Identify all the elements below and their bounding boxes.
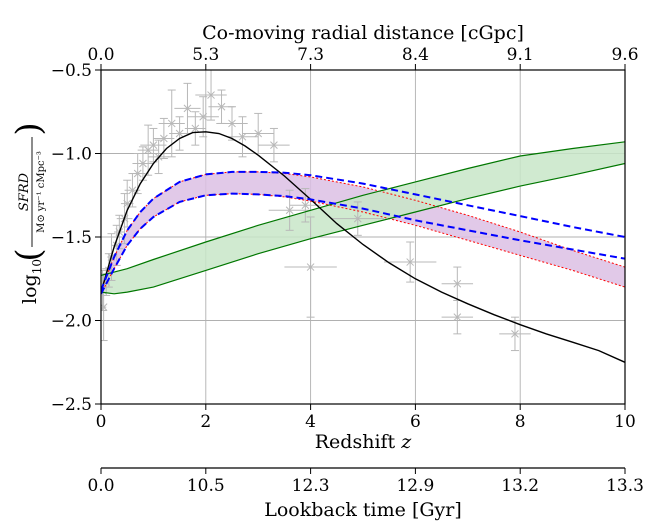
band-lower-edge-4 bbox=[101, 162, 625, 295]
obs-marker bbox=[217, 102, 226, 111]
top-tick-label: 7.3 bbox=[297, 45, 324, 65]
obs-marker bbox=[453, 313, 462, 322]
lookback-tick-label: 12.3 bbox=[292, 476, 330, 496]
obs-marker bbox=[149, 141, 158, 150]
y-tick-label: −1.0 bbox=[51, 145, 92, 165]
x-axis-title-var: z bbox=[400, 431, 412, 453]
obs-marker bbox=[301, 201, 310, 210]
y-axis-title-log: log10 bbox=[19, 259, 44, 304]
grid-lines bbox=[101, 70, 625, 404]
x-tick-label: 8 bbox=[515, 412, 526, 432]
lookback-tick-label: 12.9 bbox=[396, 476, 434, 496]
series-line-3 bbox=[101, 192, 625, 295]
top-tick-label: 8.4 bbox=[402, 45, 429, 65]
top-tick-label: 9.1 bbox=[507, 45, 534, 65]
model-lines bbox=[101, 131, 625, 363]
obs-point-21 bbox=[195, 70, 227, 121]
obs-marker bbox=[123, 199, 132, 208]
obs-point-25 bbox=[242, 112, 274, 154]
obs-point-18 bbox=[174, 82, 201, 134]
obs-marker bbox=[183, 104, 192, 113]
obs-point-23 bbox=[216, 106, 248, 141]
top-axis: 0.0 5.3 7.3 8.4 9.1 9.6 bbox=[87, 45, 639, 70]
series-line-0 bbox=[101, 131, 625, 363]
obs-marker bbox=[453, 279, 462, 288]
obs-point-11 bbox=[132, 146, 154, 181]
y-tick-label: −2.5 bbox=[51, 395, 92, 415]
obs-marker bbox=[199, 112, 208, 121]
obs-point-13 bbox=[140, 127, 167, 163]
obs-point-16 bbox=[158, 89, 185, 158]
obs-point-30 bbox=[331, 201, 384, 236]
lookback-axis: 0.0 10.5 12.3 12.9 13.2 13.3 bbox=[87, 468, 644, 496]
obs-point-26 bbox=[258, 127, 290, 163]
x-axis: 0 2 4 6 8 10 bbox=[96, 404, 636, 432]
y-tick-label: −0.5 bbox=[51, 61, 92, 81]
obs-point-20 bbox=[187, 96, 219, 138]
y-axis: −2.5 −2.0 −1.5 −1.0 −0.5 bbox=[51, 61, 101, 415]
x-tick-label: 10 bbox=[614, 412, 636, 432]
obs-marker bbox=[511, 330, 519, 338]
y-axis-title: log10 ( SFRD M⊙ yr⁻¹ cMpc⁻³ ) bbox=[9, 122, 49, 304]
y-tick-label: −1.5 bbox=[51, 228, 92, 248]
x-tick-label: 2 bbox=[200, 412, 211, 432]
obs-point-32 bbox=[441, 266, 474, 301]
top-tick-label: 5.3 bbox=[192, 45, 219, 65]
obs-marker bbox=[238, 132, 247, 141]
obs-marker bbox=[128, 186, 137, 195]
obs-marker bbox=[353, 214, 362, 223]
obs-marker bbox=[133, 169, 142, 178]
obs-marker bbox=[406, 258, 415, 266]
obs-marker bbox=[139, 159, 147, 168]
x-tick-label: 4 bbox=[305, 412, 316, 432]
top-axis-title: Co-moving radial distance [cGpc] bbox=[202, 22, 524, 44]
lookback-tick-label: 13.3 bbox=[606, 476, 644, 496]
obs-marker bbox=[270, 141, 278, 150]
x-axis-title-main: Redshift bbox=[315, 431, 401, 453]
band-upper-edge-4 bbox=[101, 141, 625, 276]
y-axis-title-lparen: ( bbox=[9, 248, 49, 261]
obs-marker bbox=[254, 129, 263, 138]
band-fill-4 bbox=[101, 141, 625, 294]
obs-point-24 bbox=[226, 116, 259, 158]
obs-point-34 bbox=[499, 316, 531, 352]
obs-marker bbox=[160, 134, 168, 143]
obs-marker bbox=[207, 91, 215, 99]
obs-marker bbox=[191, 124, 200, 133]
x-tick-label: 6 bbox=[410, 412, 421, 432]
obs-point-33 bbox=[441, 299, 474, 335]
series-line-2 bbox=[101, 170, 625, 291]
obs-point-29 bbox=[284, 216, 337, 318]
y-axis-title-rparen: ) bbox=[9, 122, 49, 135]
x-axis-title: Redshift z bbox=[315, 431, 412, 453]
lookback-tick-label: 10.5 bbox=[187, 476, 225, 496]
x-tick-label: 0 bbox=[96, 412, 107, 432]
y-tick-label: −2.0 bbox=[51, 312, 92, 332]
top-tick-label: 0.0 bbox=[87, 45, 114, 65]
obs-marker bbox=[228, 119, 236, 128]
y-axis-title-numerator: SFRD bbox=[17, 172, 32, 211]
obs-marker bbox=[175, 129, 184, 138]
obs-marker bbox=[306, 263, 315, 271]
obs-point-12 bbox=[137, 124, 159, 176]
lookback-tick-label: 13.2 bbox=[501, 476, 539, 496]
obs-marker bbox=[285, 206, 294, 215]
lookback-axis-title: Lookback time [Gyr] bbox=[264, 499, 462, 521]
y-axis-title-denominator: M⊙ yr⁻¹ cMpc⁻³ bbox=[36, 151, 47, 233]
obs-marker bbox=[167, 119, 176, 128]
model-bands bbox=[101, 141, 625, 294]
lookback-tick-label: 0.0 bbox=[87, 476, 114, 496]
top-tick-label: 9.6 bbox=[611, 45, 638, 65]
obs-point-19 bbox=[184, 111, 206, 146]
